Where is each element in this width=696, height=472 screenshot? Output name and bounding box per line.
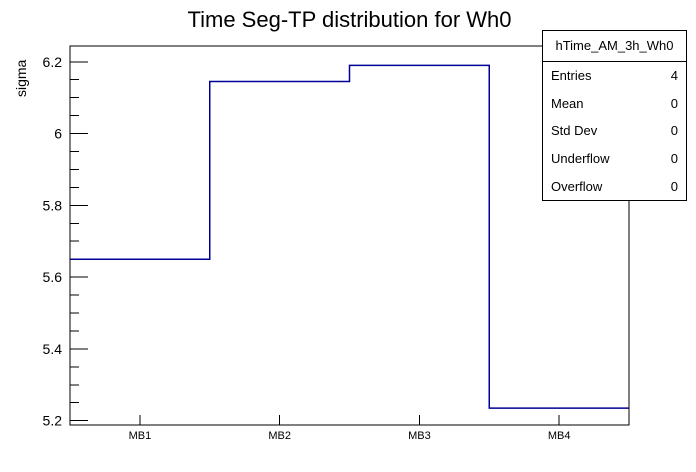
x-tick-label: MB3: [408, 430, 431, 442]
stats-value: 0: [670, 151, 678, 167]
stats-row: Std Dev 0: [543, 117, 686, 145]
y-tick-label: 6.2: [43, 54, 63, 70]
stats-label: Entries: [551, 68, 592, 84]
chart-title: Time Seg-TP distribution for Wh0: [187, 7, 512, 32]
stats-value: 0: [670, 178, 678, 194]
y-tick-label: 5.4: [43, 341, 63, 357]
histogram-line: [70, 64, 629, 409]
stats-label: Std Dev: [551, 123, 598, 139]
stats-row: Entries 4: [543, 62, 686, 90]
y-tick-label: 5.8: [43, 197, 63, 213]
x-tick-label: MB2: [268, 430, 291, 442]
stats-row: Underflow 0: [543, 145, 686, 173]
stats-row: Mean 0: [543, 90, 686, 118]
stats-label: Underflow: [551, 151, 610, 167]
stats-value: 0: [670, 123, 678, 139]
stats-title: hTime_AM_3h_Wh0: [543, 31, 686, 62]
stats-box: hTime_AM_3h_Wh0 Entries 4 Mean 0 Std Dev…: [542, 30, 687, 201]
x-tick-label: MB1: [129, 430, 152, 442]
stats-value: 0: [670, 95, 678, 111]
plot-frame: [69, 45, 630, 426]
y-tick-label: 5.6: [43, 269, 63, 285]
stats-label: Mean: [551, 95, 584, 111]
stats-label: Overflow: [551, 178, 603, 194]
stats-value: 4: [670, 68, 678, 84]
y-tick-label: 6: [54, 126, 62, 142]
stats-row: Overflow 0: [543, 172, 686, 200]
y-tick-label: 5.2: [43, 413, 63, 429]
x-tick-label: MB4: [548, 430, 571, 442]
